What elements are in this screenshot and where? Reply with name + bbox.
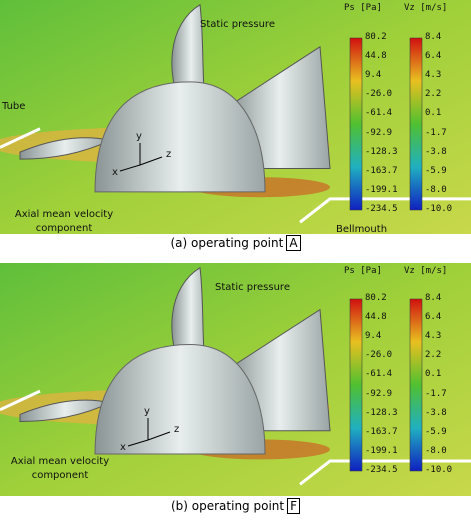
colorbar-tick-label: -3.8 bbox=[425, 407, 447, 418]
colorbar-title: Ps [Pa] bbox=[344, 266, 382, 276]
axis-letter: z bbox=[166, 149, 172, 160]
axis-letter: y bbox=[136, 131, 142, 142]
colorbar-tick-label: 9.4 bbox=[365, 331, 382, 342]
caption: (b) operating point F bbox=[0, 498, 471, 514]
colorbar-tick-label: 2.2 bbox=[425, 350, 442, 361]
colorbar-tick-label: -92.9 bbox=[365, 388, 393, 399]
axes-triad bbox=[127, 418, 171, 447]
floor bbox=[0, 127, 471, 224]
colorbar bbox=[409, 37, 423, 211]
colorbar-tick-label: 44.8 bbox=[365, 312, 387, 323]
colorbar-tick-label: 80.2 bbox=[365, 293, 387, 303]
colorbar-tick-label: 0.1 bbox=[425, 108, 442, 119]
colorbar-tick-label: -26.0 bbox=[365, 89, 393, 100]
colorbar-tick-label: -199.1 bbox=[365, 445, 398, 456]
tube-label: Tube bbox=[2, 101, 26, 112]
colorbar bbox=[349, 37, 363, 211]
axial-label: Axial mean velocity component bbox=[10, 456, 110, 481]
colorbar-tick-label: -8.0 bbox=[425, 445, 447, 456]
axial-label: Axial mean velocity component bbox=[14, 209, 114, 234]
hub bbox=[94, 81, 266, 193]
colorbar-tick-label: 9.4 bbox=[365, 70, 382, 81]
colorbar-tick-label: -10.0 bbox=[425, 465, 453, 475]
colorbar-title: Ps [Pa] bbox=[344, 3, 382, 13]
caption: (a) operating point A bbox=[0, 235, 471, 251]
axis-letter: z bbox=[174, 424, 180, 435]
colorbar-tick-label: 44.8 bbox=[365, 51, 387, 62]
hub bbox=[94, 344, 266, 455]
caption-text: (a) operating point bbox=[170, 236, 284, 250]
colorbar-tick-label: -163.7 bbox=[365, 426, 398, 437]
cfd-image bbox=[0, 0, 471, 234]
colorbar-tick-label: 8.4 bbox=[425, 32, 442, 42]
colorbar-tick-label: -10.0 bbox=[425, 204, 453, 214]
cfd-image bbox=[0, 263, 471, 496]
colorbar-tick-label: -61.4 bbox=[365, 108, 393, 119]
colorbar-tick-label: 8.4 bbox=[425, 293, 442, 303]
colorbar-tick-label: 4.3 bbox=[425, 331, 442, 342]
colorbar-tick-label: -1.7 bbox=[425, 127, 447, 138]
colorbar-tick-label: -8.0 bbox=[425, 184, 447, 195]
caption-text: (b) operating point bbox=[170, 499, 285, 513]
colorbar-tick-label: -3.8 bbox=[425, 146, 447, 157]
colorbar-tick-label: -128.3 bbox=[365, 407, 398, 418]
axes-triad bbox=[119, 143, 163, 172]
colorbar-tick-label: -234.5 bbox=[365, 204, 398, 214]
caption-box: F bbox=[287, 498, 300, 514]
axis-letter: y bbox=[144, 406, 150, 417]
static-pressure-label: Static pressure bbox=[200, 19, 275, 30]
colorbar-title: Vz [m/s] bbox=[404, 3, 448, 13]
colorbar-tick-label: 80.2 bbox=[365, 32, 387, 42]
colorbar-title: Vz [m/s] bbox=[404, 266, 448, 276]
colorbar-tick-label: -5.9 bbox=[425, 426, 447, 437]
axis-letter: x bbox=[120, 442, 126, 453]
colorbar-tick-label: -5.9 bbox=[425, 165, 447, 176]
colorbar-tick-label: 4.3 bbox=[425, 70, 442, 81]
colorbar-tick-label: 0.1 bbox=[425, 369, 442, 380]
colorbar bbox=[409, 298, 423, 472]
static-pressure-label: Static pressure bbox=[215, 282, 290, 293]
colorbar-tick-label: -26.0 bbox=[365, 350, 393, 361]
colorbar-tick-label: -234.5 bbox=[365, 465, 398, 475]
floor bbox=[0, 389, 471, 486]
colorbar-tick-label: -92.9 bbox=[365, 127, 393, 138]
axis-letter: x bbox=[112, 167, 118, 178]
colorbar-tick-label: 6.4 bbox=[425, 312, 442, 323]
colorbar-tick-label: -163.7 bbox=[365, 165, 398, 176]
colorbar bbox=[349, 298, 363, 472]
caption-box: A bbox=[286, 235, 301, 251]
colorbar-tick-label: -61.4 bbox=[365, 369, 393, 380]
colorbar-tick-label: 6.4 bbox=[425, 51, 442, 62]
bellmouth-label: Bellmouth bbox=[336, 224, 388, 235]
colorbar-tick-label: 2.2 bbox=[425, 89, 442, 100]
colorbar-tick-label: -128.3 bbox=[365, 146, 398, 157]
colorbar-tick-label: -199.1 bbox=[365, 184, 398, 195]
colorbar-tick-label: -1.7 bbox=[425, 388, 447, 399]
